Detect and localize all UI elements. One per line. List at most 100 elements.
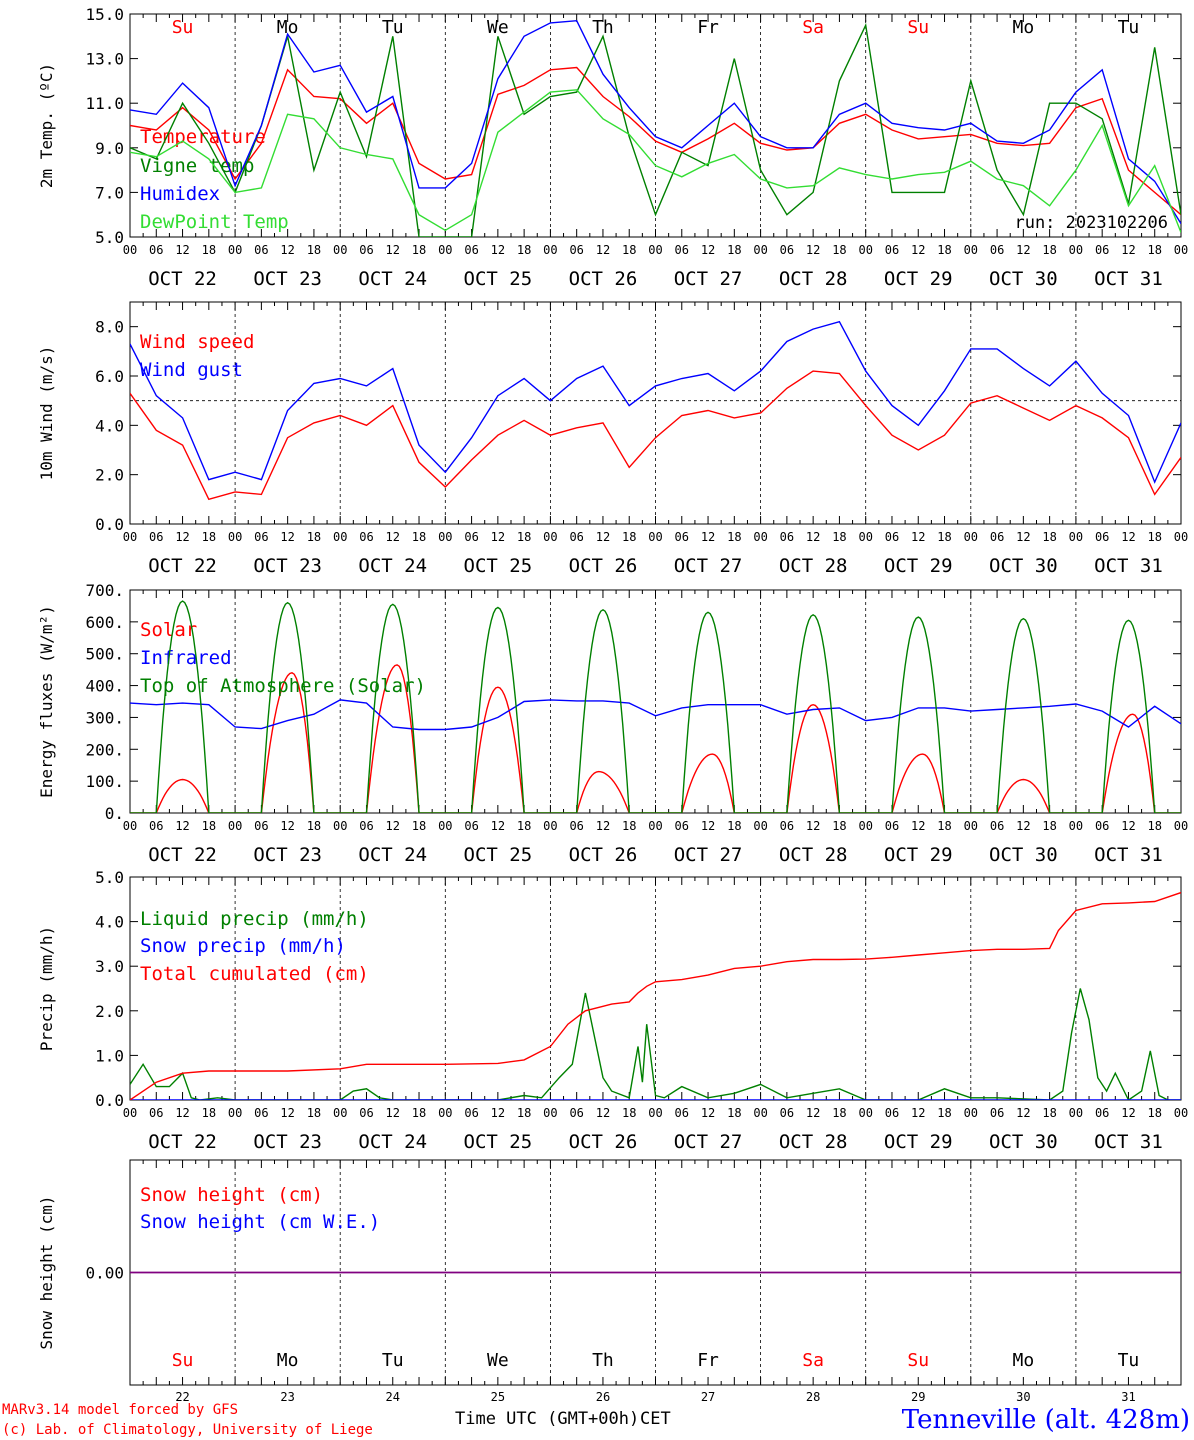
weekday-label: Fr (697, 17, 719, 38)
hour-tick-label: 00 (1174, 819, 1188, 833)
date-label: OCT 22 (148, 268, 217, 290)
y-tick-label: 7.0 (95, 183, 124, 202)
weekday-label: Tu (382, 1350, 404, 1371)
hour-tick-label: 00 (333, 530, 347, 544)
hour-tick-label: 00 (964, 819, 978, 833)
hour-tick-label: 18 (202, 530, 216, 544)
y-tick-label: 6.0 (95, 367, 124, 386)
hour-tick-label: 06 (780, 819, 794, 833)
hour-tick-label: 18 (517, 1106, 531, 1120)
hour-tick-label: 18 (412, 530, 426, 544)
date-label: OCT 30 (989, 1131, 1058, 1153)
hour-tick-label: 06 (569, 819, 583, 833)
date-label: OCT 24 (358, 268, 427, 290)
hour-tick-label: 06 (254, 1106, 268, 1120)
y-tick-label: 2.0 (95, 466, 124, 485)
hour-tick-label: 12 (596, 819, 610, 833)
hour-tick-label: 12 (806, 1106, 820, 1120)
day-number-label: 22 (175, 1390, 189, 1404)
hour-tick-label: 00 (648, 1106, 662, 1120)
hour-tick-label: 00 (964, 243, 978, 257)
y-tick-label: 700. (85, 581, 124, 600)
hour-tick-label: 06 (359, 530, 373, 544)
hour-tick-label: 00 (964, 530, 978, 544)
hour-tick-label: 00 (438, 819, 452, 833)
weekday-label: We (487, 17, 509, 38)
weekday-label: Th (592, 1350, 614, 1371)
date-label: OCT 25 (464, 844, 533, 866)
hour-tick-label: 18 (937, 819, 951, 833)
weekday-label: Sa (802, 1350, 824, 1371)
run-label: run: 2023102206 (1014, 213, 1168, 233)
date-label: OCT 31 (1094, 268, 1163, 290)
hour-tick-label: 06 (569, 530, 583, 544)
date-label: OCT 31 (1094, 844, 1163, 866)
date-label: OCT 22 (148, 844, 217, 866)
hour-tick-label: 12 (596, 1106, 610, 1120)
hour-tick-label: 12 (386, 819, 400, 833)
day-number-label: 24 (386, 1390, 400, 1404)
hour-tick-label: 00 (228, 530, 242, 544)
hour-tick-label: 18 (622, 243, 636, 257)
date-label: OCT 27 (674, 844, 743, 866)
hour-tick-label: 00 (1174, 243, 1188, 257)
hour-tick-label: 12 (386, 1106, 400, 1120)
hour-tick-label: 00 (438, 243, 452, 257)
day-number-label: 25 (491, 1390, 505, 1404)
hour-tick-label: 12 (701, 530, 715, 544)
date-label: OCT 29 (884, 844, 953, 866)
hour-tick-label: 00 (1069, 1106, 1083, 1120)
hour-tick-label: 12 (1121, 1106, 1135, 1120)
x-axis-title-overlay: CET (640, 1409, 671, 1429)
hour-tick-label: 06 (780, 1106, 794, 1120)
legend-entry: Top of Atmosphere (Solar) (140, 675, 426, 697)
date-label: OCT 23 (253, 844, 322, 866)
hour-tick-label: 18 (1042, 819, 1056, 833)
legend-entry: Humidex (140, 183, 220, 205)
panel-frame (129, 13, 1182, 238)
date-label: OCT 24 (358, 555, 427, 577)
hour-tick-label: 06 (885, 1106, 899, 1120)
y-tick-label: 500. (85, 645, 124, 664)
date-label: OCT 28 (779, 555, 848, 577)
series-line (130, 320, 1181, 484)
hour-tick-label: 18 (1147, 243, 1161, 257)
hour-tick-label: 18 (412, 819, 426, 833)
y-axis-label: Precip (mm/h) (37, 926, 56, 1051)
series-line (130, 89, 1181, 233)
hour-tick-label: 00 (964, 1106, 978, 1120)
hour-tick-label: 12 (491, 243, 505, 257)
hour-tick-label: 18 (412, 1106, 426, 1120)
weekday-label: Mo (277, 1350, 299, 1371)
hour-tick-label: 18 (832, 819, 846, 833)
date-label: OCT 24 (358, 1131, 427, 1153)
hour-tick-label: 18 (307, 1106, 321, 1120)
panels-layer: 5.0 7.0 9.0 11.0 13.0 15.0 2m Temp. (ºC) 00 06 12… (37, 5, 1188, 1404)
weekday-label: Su (172, 1350, 194, 1371)
hour-tick-label: 06 (885, 530, 899, 544)
day-number-label: 23 (280, 1390, 294, 1404)
legend-entry: Infrared (140, 647, 232, 669)
hour-tick-label: 12 (1016, 530, 1030, 544)
weekday-label: Tu (1118, 1350, 1140, 1371)
y-tick-label: 400. (85, 677, 124, 696)
day-number-label: 27 (701, 1390, 715, 1404)
hour-tick-label: 12 (1121, 243, 1135, 257)
hour-tick-label: 00 (543, 530, 557, 544)
hour-tick-label: 00 (1069, 243, 1083, 257)
weekday-label: Tu (1118, 17, 1140, 38)
hour-tick-label: 18 (1147, 530, 1161, 544)
y-axis-label: 10m Wind (m/s) (37, 346, 56, 481)
hour-tick-label: 00 (123, 1106, 137, 1120)
hour-tick-label: 06 (254, 530, 268, 544)
series-line (130, 370, 1181, 501)
date-label: OCT 28 (779, 268, 848, 290)
hour-tick-label: 06 (359, 819, 373, 833)
hour-tick-label: 00 (543, 243, 557, 257)
weekday-label: Fr (697, 1350, 719, 1371)
hour-tick-label: 12 (911, 243, 925, 257)
hour-tick-label: 18 (832, 1106, 846, 1120)
date-label: OCT 22 (148, 1131, 217, 1153)
day-number-label: 28 (806, 1390, 820, 1404)
y-tick-label: 5.0 (95, 228, 124, 247)
